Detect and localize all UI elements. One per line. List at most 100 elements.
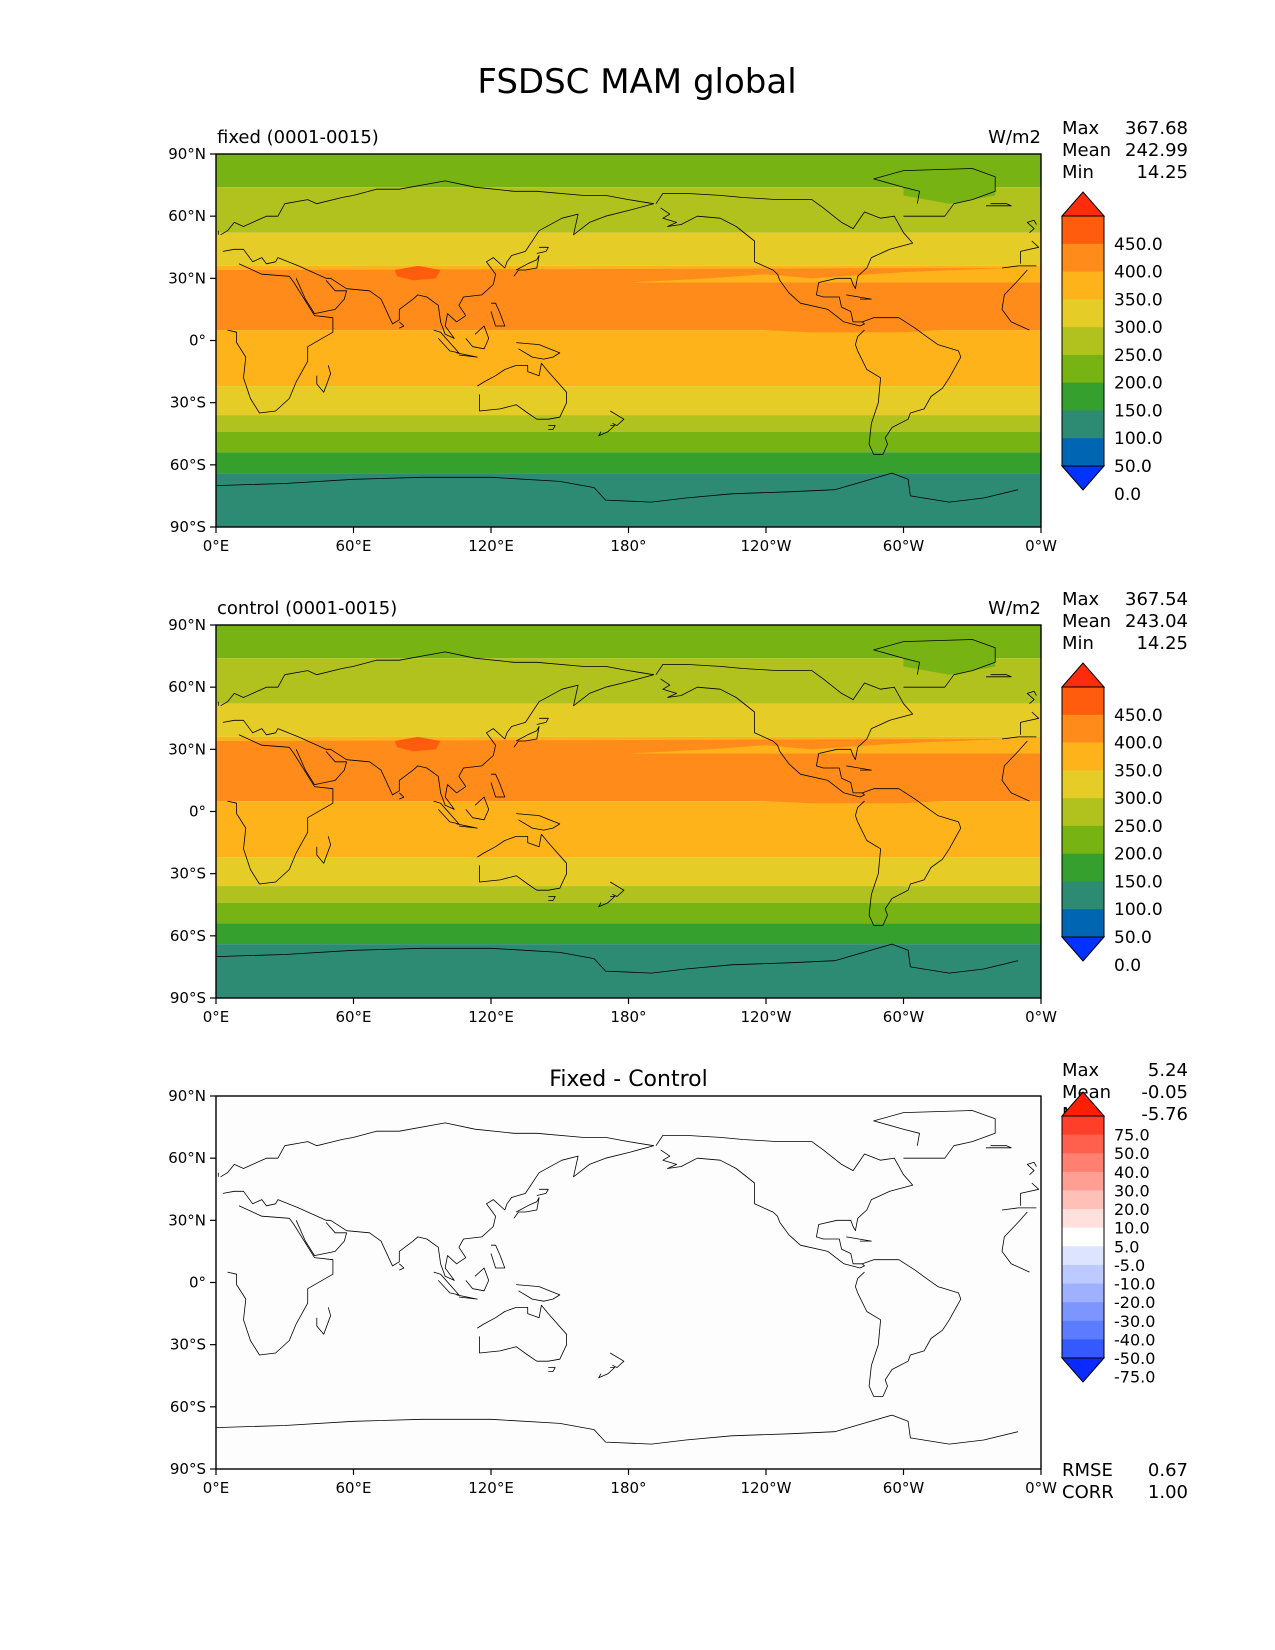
coastline [490,302,506,327]
lat-tick-label: 0° [189,803,206,821]
lat-tick-label: 30°S [170,865,206,883]
contour-max-region [394,736,441,752]
coastline [855,1259,962,1397]
colorbar-label: 75.0 [1114,1126,1150,1145]
coastline [399,1263,405,1271]
coastline [433,1271,460,1296]
colorbar-segment [1062,410,1104,439]
stat-value: 0.67 [1148,1460,1188,1481]
stat-label: Max [1062,589,1100,610]
figure-title: FSDSC MAM global [477,62,796,102]
colorbar-label: -30.0 [1114,1312,1155,1331]
stat-value: 242.99 [1125,140,1188,161]
lon-tick-label: 60°W [883,537,925,555]
contour-band [216,473,1041,527]
stat-value: 243.04 [1125,611,1188,632]
contour-band [216,431,1041,453]
coastline [215,1414,1019,1445]
lon-tick-label: 0°W [1025,537,1057,555]
stat-label: Mean [1062,1082,1111,1103]
coastline [855,788,962,926]
coastline [490,773,506,798]
colorbar-segment [1062,1171,1104,1191]
stat-label: Mean [1062,611,1111,632]
contour-band [216,801,1041,858]
coastline [295,278,348,315]
panel-title: fixed (0001-0015) [217,127,379,148]
lat-tick-label: 90°N [168,145,206,163]
coastline [295,1220,348,1256]
contour-band [216,857,1041,887]
map-panel-fixed: 90°N 60°N 30°N 0° 30°S 60°S 90°S0°E 60°E 120°E 18… [168,118,1188,555]
coastline [873,168,996,217]
colorbar-label: 5.0 [1114,1237,1139,1256]
coastline [227,263,334,414]
lon-tick-label: 180° [610,1479,646,1497]
coastline [1001,269,1030,331]
colorbar-label: 450.0 [1114,235,1163,255]
colorbar-label: 350.0 [1114,761,1163,781]
lat-tick-label: 30°S [170,1336,206,1354]
stat-value: 1.00 [1148,1482,1188,1503]
colorbar-segment [1062,216,1104,245]
stat-value: 367.68 [1125,118,1188,139]
colorbar-label: 300.0 [1114,789,1163,809]
contour-band [216,923,1041,945]
coastline [598,425,616,437]
contour-band [216,1096,1041,1469]
coastline [1001,265,1037,269]
coastline [609,1352,625,1368]
colorbar-label: 250.0 [1114,817,1163,837]
coastline [456,823,478,829]
colorbar-label: 150.0 [1114,872,1163,892]
colorbar-extend-max [1060,191,1106,217]
coastline [1001,1207,1037,1211]
coastline [1026,1161,1037,1175]
lon-tick-label: 120°E [468,1479,514,1497]
colorbar-label: 50.0 [1114,928,1152,948]
lat-tick-label: 30°N [168,1211,206,1229]
colorbar-label: 450.0 [1114,706,1163,726]
lon-tick-label: 0°E [203,1479,230,1497]
coastline [456,1294,478,1300]
colorbar-label: 300.0 [1114,318,1163,338]
coastline [1001,740,1030,802]
lat-tick-label: 60°S [170,1398,206,1416]
coastline [548,425,556,431]
colorbar-label: 200.0 [1114,374,1163,394]
coastline [986,674,1012,678]
lon-tick-label: 0°E [203,537,230,555]
coastline [536,246,549,254]
contour-band [216,944,1041,998]
colorbar-segment [1062,382,1104,411]
coastline [399,321,405,329]
coastline [873,1110,996,1159]
coastline [456,352,478,358]
lat-tick-label: 90°N [168,616,206,634]
colorbar-segment [1062,299,1104,328]
colorbar-segment [1062,1283,1104,1303]
lon-tick-label: 120°W [741,537,792,555]
colorbar-frame [1061,215,1105,467]
stat-value: 5.24 [1148,1060,1188,1081]
colorbar-label: 20.0 [1114,1200,1150,1219]
coastline [655,1135,914,1269]
colorbar-label: -75.0 [1114,1368,1155,1387]
lon-tick-label: 60°W [883,1008,925,1026]
coastline [220,180,655,339]
lat-tick-label: 90°S [170,518,206,536]
colorbar-segment [1062,243,1104,273]
panel-units: W/m2 [988,598,1041,619]
colorbar-label: 50.0 [1114,457,1152,477]
coastline [1026,219,1037,233]
stat-value: 367.54 [1125,589,1188,610]
coastline [655,192,914,327]
lon-tick-label: 60°W [883,1479,925,1497]
coastline [465,1267,490,1292]
colorbar-label: -50.0 [1114,1349,1155,1368]
colorbar-extend-min [1060,936,1106,962]
contour-band [216,703,1041,737]
stat-value: -5.76 [1141,1104,1188,1125]
colorbar-segment [1062,881,1104,910]
panel-title: control (0001-0015) [217,598,397,619]
